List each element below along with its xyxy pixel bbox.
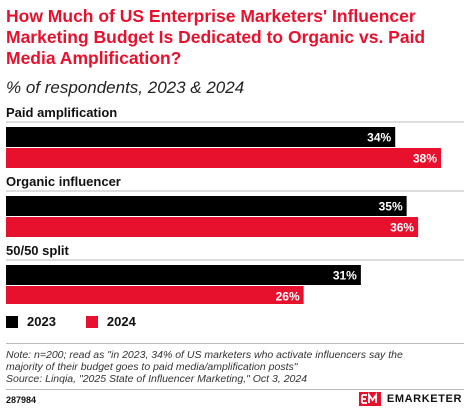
category-label: 50/50 split — [6, 243, 70, 258]
legend-swatch-2023 — [6, 315, 18, 328]
note-line-1: Note: n=200; read as "in 2023, 34% of US… — [6, 349, 403, 361]
legend-label-2024: 2024 — [106, 314, 136, 329]
bar-2023 — [6, 196, 407, 216]
legend: 2023 2024 — [6, 314, 166, 329]
data-label: 36% — [390, 221, 414, 235]
bar-2023 — [6, 127, 396, 147]
chart-title: How Much of US Enterprise Marketers' Inf… — [6, 6, 426, 68]
legend-item-2024: 2024 — [85, 314, 136, 329]
chart-notes: Note: n=200; read as "in 2023, 34% of US… — [6, 349, 464, 385]
chart-subtitle: % of respondents, 2023 & 2024 — [6, 78, 245, 97]
data-label: 31% — [333, 269, 357, 283]
note-line-2: majority of their budget goes to paid me… — [6, 361, 298, 373]
data-label: 35% — [379, 200, 403, 214]
divider-top — [6, 343, 464, 344]
legend-label-2023: 2023 — [27, 314, 56, 329]
chart-id: 287984 — [6, 395, 37, 405]
data-label: 38% — [413, 152, 437, 166]
category-label: Organic influencer — [6, 174, 121, 189]
brand: EMARKETER — [358, 392, 462, 406]
emarketer-logo-icon — [358, 392, 381, 406]
data-label: 26% — [276, 290, 300, 304]
bar-2024 — [6, 286, 304, 304]
bar-2023 — [6, 265, 361, 285]
category-label: Paid amplification — [6, 105, 117, 120]
brand-name: EMARKETER — [386, 393, 462, 405]
data-label: 34% — [367, 131, 391, 145]
bar-2024 — [6, 148, 441, 168]
source-line: Source: Linqia, "2025 State of Influence… — [6, 373, 308, 385]
bar-2024 — [6, 217, 419, 237]
divider-bottom — [6, 389, 464, 390]
bar-chart: Paid amplification 34% 38% Organic influenc… — [6, 105, 464, 304]
legend-item-2023: 2023 — [6, 314, 56, 329]
legend-swatch-2024 — [85, 315, 98, 328]
